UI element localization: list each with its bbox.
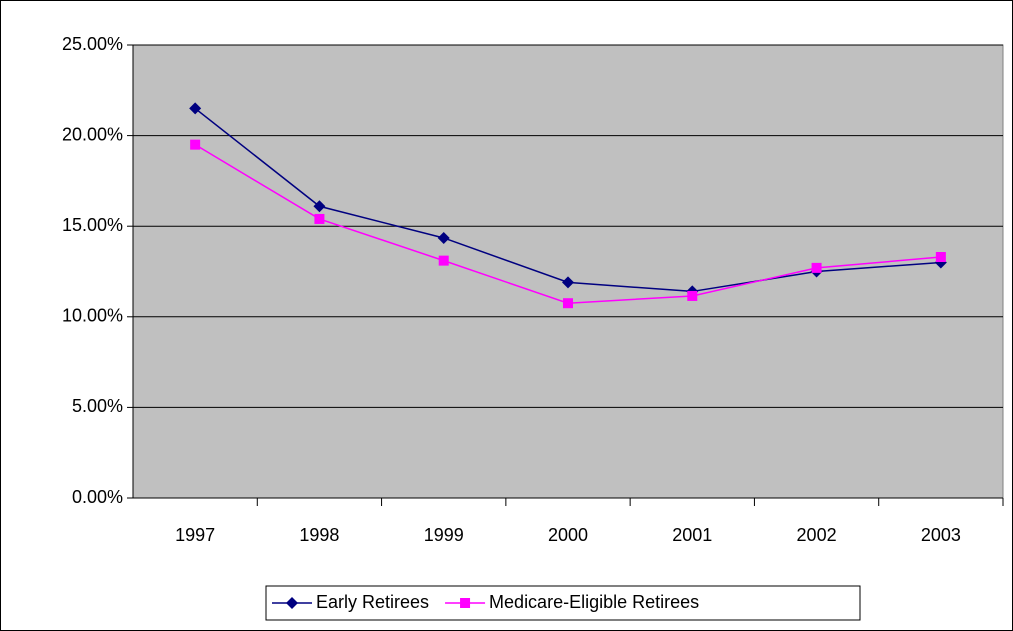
x-tick-label: 2002 [797, 525, 837, 545]
marker [563, 298, 573, 309]
legend-marker [460, 598, 471, 608]
y-tick-label: 15.00% [62, 215, 123, 235]
y-tick-label: 0.00% [72, 487, 123, 507]
marker [314, 213, 325, 224]
marker [189, 102, 202, 115]
x-tick-label: 2003 [921, 525, 961, 545]
x-tick-label: 1998 [299, 525, 339, 545]
x-tick-label: 2000 [548, 525, 588, 545]
marker [190, 139, 201, 150]
y-tick-label: 5.00% [72, 396, 123, 416]
legend: Early Retirees Medicare-Eligible Retirees [265, 585, 861, 621]
legend-label: Early Retirees [316, 592, 429, 612]
y-tick-label: 10.00% [62, 306, 123, 326]
legend-label: Medicare-Eligible Retirees [489, 592, 699, 612]
marker [687, 290, 698, 301]
x-tick-label: 1999 [424, 525, 464, 545]
marker [438, 255, 449, 266]
marker [811, 262, 822, 273]
marker [562, 276, 574, 289]
marker [313, 200, 326, 213]
y-tick-label: 25.00% [62, 34, 123, 54]
x-tick-label: 2001 [672, 525, 712, 545]
legend-marker [286, 597, 298, 609]
marker [935, 252, 946, 263]
x-tick-label: 1997 [175, 525, 215, 545]
marker [437, 231, 450, 244]
plot-area [132, 44, 1004, 499]
legend-box [265, 585, 861, 621]
y-tick-label: 20.00% [62, 124, 123, 144]
